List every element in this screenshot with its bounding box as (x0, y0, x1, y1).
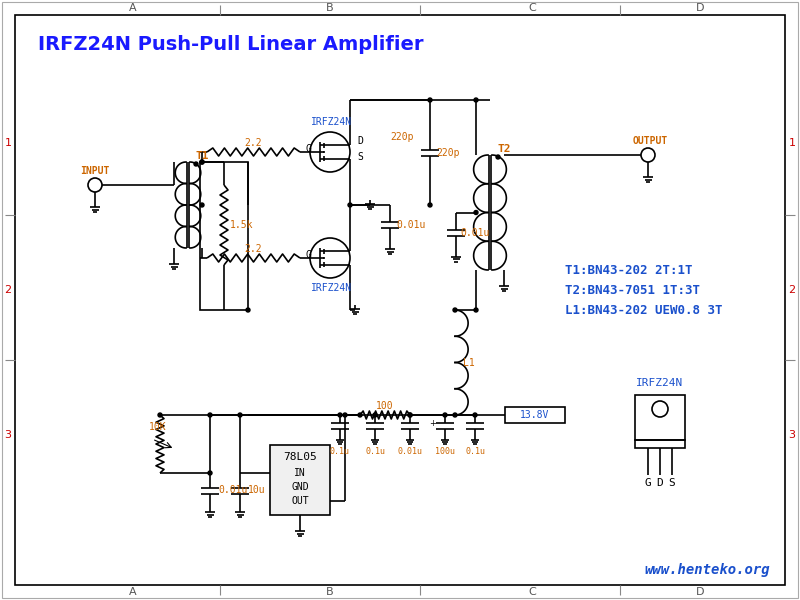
Text: IRFZ24N: IRFZ24N (636, 378, 684, 388)
Circle shape (408, 413, 412, 417)
Circle shape (373, 413, 377, 417)
Text: A: A (129, 3, 137, 13)
Text: 1: 1 (789, 138, 795, 148)
Text: 3: 3 (789, 430, 795, 440)
Circle shape (343, 413, 347, 417)
Text: 100u: 100u (435, 446, 455, 455)
Text: 0.1u: 0.1u (465, 446, 485, 455)
Text: 0.01u: 0.01u (398, 446, 422, 455)
Circle shape (473, 413, 477, 417)
Text: 100: 100 (376, 401, 394, 411)
Text: T1: T1 (195, 151, 209, 161)
Circle shape (496, 155, 500, 159)
Circle shape (428, 203, 432, 207)
Text: 1: 1 (5, 138, 11, 148)
Text: 10u: 10u (248, 485, 266, 495)
Bar (200, 162, 248, 310)
Text: 0.01u: 0.01u (460, 227, 490, 238)
Text: S: S (357, 152, 363, 162)
Text: S: S (669, 478, 675, 488)
Bar (635, 440, 685, 448)
Text: 2.2: 2.2 (245, 244, 262, 254)
Circle shape (348, 203, 352, 207)
Text: 0.1u: 0.1u (365, 446, 385, 455)
Text: D: D (357, 136, 363, 146)
Text: +: + (430, 419, 437, 428)
Text: G: G (305, 144, 311, 154)
Text: G: G (645, 478, 651, 488)
Text: 220p: 220p (436, 148, 459, 157)
Text: 78L05: 78L05 (283, 452, 317, 462)
Text: INPUT: INPUT (80, 166, 110, 176)
Circle shape (194, 162, 198, 166)
Text: A: A (129, 587, 137, 597)
Circle shape (208, 471, 212, 475)
Text: B: B (326, 3, 334, 13)
Text: 2.2: 2.2 (245, 138, 262, 148)
Circle shape (200, 160, 204, 164)
Text: www.henteko.org: www.henteko.org (644, 563, 770, 577)
Text: IRFZ24N Push-Pull Linear Amplifier: IRFZ24N Push-Pull Linear Amplifier (38, 35, 423, 55)
Text: 13.8V: 13.8V (520, 410, 550, 420)
Text: T1:BN43-202 2T:1T: T1:BN43-202 2T:1T (565, 263, 693, 277)
Text: L1: L1 (463, 358, 474, 367)
Text: 2: 2 (5, 285, 11, 295)
Text: 0.1u: 0.1u (330, 446, 350, 455)
Text: C: C (528, 587, 536, 597)
Bar (270, 445, 330, 515)
Circle shape (474, 98, 478, 102)
Text: G: G (305, 250, 311, 260)
Text: GND: GND (291, 482, 309, 492)
Text: D: D (696, 3, 704, 13)
Circle shape (338, 413, 342, 417)
Circle shape (474, 211, 478, 214)
Text: C: C (528, 3, 536, 13)
Text: OUTPUT: OUTPUT (632, 136, 668, 146)
Text: IRFZ24N: IRFZ24N (311, 283, 353, 293)
Circle shape (474, 308, 478, 312)
Bar (635, 395, 685, 440)
Text: T2:BN43-7051 1T:3T: T2:BN43-7051 1T:3T (565, 283, 700, 296)
Text: D: D (657, 478, 663, 488)
Circle shape (443, 413, 447, 417)
Text: 220p: 220p (390, 132, 414, 142)
Text: 0.01u: 0.01u (218, 485, 247, 495)
Text: D: D (696, 587, 704, 597)
Bar (505, 407, 565, 423)
Text: L1:BN43-202 UEW0.8 3T: L1:BN43-202 UEW0.8 3T (565, 304, 722, 317)
Circle shape (428, 98, 432, 102)
Circle shape (158, 413, 162, 417)
Circle shape (358, 413, 362, 417)
Text: 10K: 10K (149, 422, 167, 432)
Text: 2: 2 (789, 285, 795, 295)
Circle shape (408, 413, 412, 417)
Circle shape (246, 308, 250, 312)
Circle shape (453, 413, 457, 417)
Circle shape (238, 413, 242, 417)
Text: 0.01u: 0.01u (396, 220, 426, 230)
Text: OUT: OUT (291, 496, 309, 506)
Circle shape (208, 413, 212, 417)
Circle shape (453, 308, 457, 312)
Text: T2: T2 (498, 144, 510, 154)
Text: 3: 3 (5, 430, 11, 440)
Text: B: B (326, 587, 334, 597)
Circle shape (200, 203, 204, 207)
Circle shape (200, 160, 204, 164)
Text: 1.5k: 1.5k (230, 220, 254, 230)
Text: IN: IN (294, 468, 306, 478)
Text: IRFZ24N: IRFZ24N (311, 117, 353, 127)
